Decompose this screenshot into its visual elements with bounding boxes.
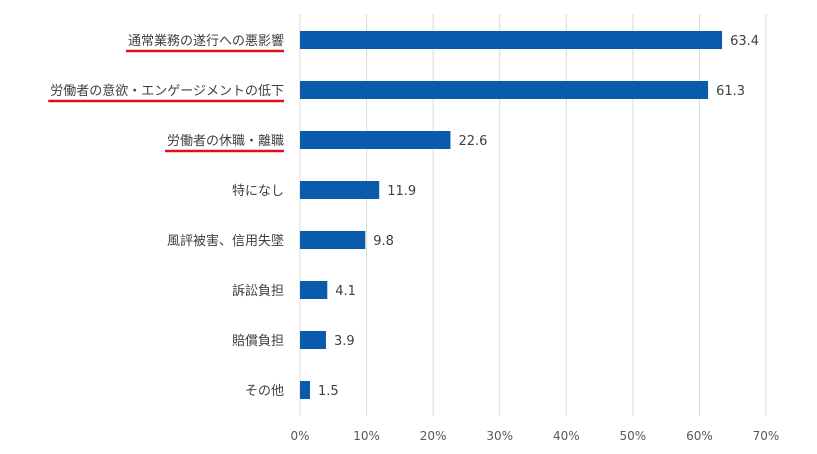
bar bbox=[300, 181, 380, 199]
category-label: 風評被害、信用失墜 bbox=[167, 233, 284, 249]
bar bbox=[300, 31, 723, 49]
data-label: 22.6 bbox=[458, 134, 487, 149]
x-tick-label: 70% bbox=[753, 429, 780, 443]
data-label: 3.9 bbox=[334, 334, 355, 349]
category-label: 通常業務の遂行への悪影響 bbox=[128, 33, 284, 49]
data-label: 11.9 bbox=[387, 184, 416, 199]
x-tick-label: 50% bbox=[620, 429, 647, 443]
bar bbox=[300, 81, 709, 99]
x-tick-label: 0% bbox=[290, 429, 309, 443]
x-tick-label: 40% bbox=[553, 429, 580, 443]
bar bbox=[300, 381, 310, 399]
gridlines bbox=[299, 14, 767, 416]
category-label: 労働者の意欲・エンゲージメントの低下 bbox=[50, 83, 284, 99]
category-labels: 通常業務の遂行への悪影響労働者の意欲・エンゲージメントの低下労働者の休職・離職特… bbox=[48, 33, 284, 399]
category-label: 賠償負担 bbox=[232, 334, 284, 349]
data-label: 4.1 bbox=[335, 284, 356, 299]
bar bbox=[300, 281, 328, 299]
data-labels: 63.4 61.3 22.6 11.9 9.8 4.1 3.9 1.5 bbox=[318, 34, 759, 399]
data-label: 1.5 bbox=[318, 384, 339, 399]
x-tick-label: 30% bbox=[486, 429, 513, 443]
x-tick-label: 10% bbox=[353, 429, 380, 443]
data-label: 61.3 bbox=[716, 84, 745, 99]
bar bbox=[300, 131, 451, 149]
data-label: 9.8 bbox=[373, 234, 394, 249]
bars bbox=[300, 31, 723, 399]
category-label: 訴訟負担 bbox=[232, 283, 284, 299]
x-tick-label: 20% bbox=[420, 429, 447, 443]
bar bbox=[300, 331, 326, 349]
x-tick-label: 60% bbox=[686, 429, 713, 443]
x-axis-ticks: 0% 10% 20% 30% 40% 50% 60% 70% bbox=[290, 429, 779, 443]
bar bbox=[300, 231, 366, 249]
category-label: 労働者の休職・離職 bbox=[167, 134, 284, 149]
data-label: 63.4 bbox=[730, 34, 759, 49]
category-label: 特になし bbox=[232, 184, 284, 199]
category-label: その他 bbox=[245, 384, 284, 399]
